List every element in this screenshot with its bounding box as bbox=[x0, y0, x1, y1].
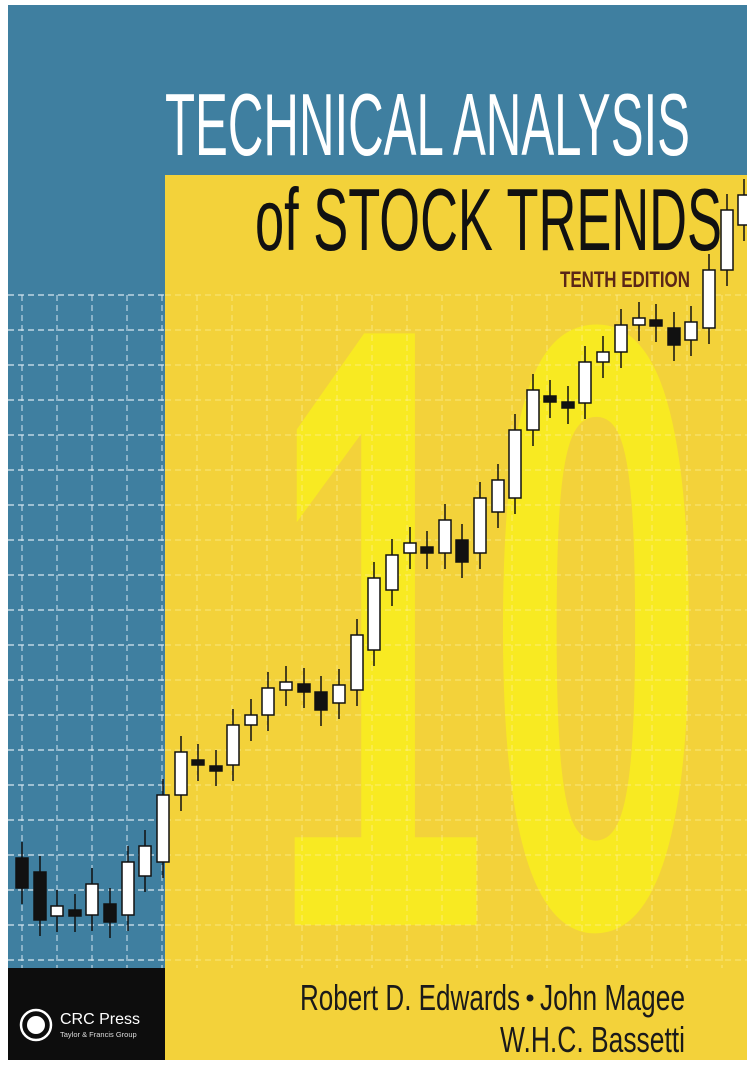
candle-body bbox=[16, 858, 28, 888]
candle-body bbox=[650, 320, 662, 326]
title-line-1: TECHNICAL ANALYSIS bbox=[165, 75, 690, 174]
candle-body bbox=[386, 555, 398, 590]
candle-body bbox=[104, 904, 116, 922]
candle-body bbox=[210, 766, 222, 771]
candle-body bbox=[157, 795, 169, 862]
candle-body bbox=[139, 846, 151, 876]
separator-dot bbox=[527, 995, 534, 1002]
candle-body bbox=[86, 884, 98, 915]
title-line-2: of STOCK TRENDS bbox=[255, 170, 722, 269]
candle-body bbox=[69, 910, 81, 916]
candle-body bbox=[315, 692, 327, 710]
candle-body bbox=[421, 547, 433, 553]
candle-body bbox=[368, 578, 380, 650]
candle-body bbox=[262, 688, 274, 715]
page: 10 TECHNICAL ANALYSIS of STOCK TRENDS TE… bbox=[0, 0, 747, 1068]
candle-body bbox=[527, 390, 539, 430]
candle-body bbox=[562, 402, 574, 408]
candle-body bbox=[615, 325, 627, 352]
candle-body bbox=[474, 498, 486, 553]
edition: TENTH EDITION bbox=[560, 267, 690, 292]
candle-body bbox=[439, 520, 451, 553]
candle-body bbox=[633, 318, 645, 325]
candle-body bbox=[597, 352, 609, 362]
candle-body bbox=[122, 862, 134, 915]
candle-body bbox=[703, 270, 715, 328]
candle-body bbox=[192, 760, 204, 765]
candle-body bbox=[245, 715, 257, 725]
candle-body bbox=[34, 872, 46, 920]
author: Robert D. Edwards bbox=[300, 977, 520, 1018]
author: W.H.C. Bassetti bbox=[500, 1019, 685, 1060]
candle-body bbox=[280, 682, 292, 690]
candle-body bbox=[227, 725, 239, 765]
candle-body bbox=[404, 543, 416, 553]
candle-body bbox=[509, 430, 521, 498]
candle-body bbox=[721, 210, 733, 270]
candle-body bbox=[175, 752, 187, 795]
book-cover: 10 TECHNICAL ANALYSIS of STOCK TRENDS TE… bbox=[0, 0, 747, 1068]
candle-body bbox=[333, 685, 345, 703]
candle-body bbox=[544, 396, 556, 402]
publisher-name: CRC Press bbox=[60, 1011, 140, 1028]
publisher-group: Taylor & Francis Group bbox=[60, 1030, 137, 1039]
candle-body bbox=[51, 906, 63, 916]
candle-body bbox=[685, 322, 697, 340]
candle-body bbox=[738, 195, 747, 225]
candle-body bbox=[668, 328, 680, 345]
candle-body bbox=[351, 635, 363, 690]
candle-body bbox=[298, 684, 310, 692]
candle-body bbox=[492, 480, 504, 512]
logo-core bbox=[27, 1016, 45, 1034]
author: John Magee bbox=[540, 977, 685, 1018]
candle-body bbox=[579, 362, 591, 403]
candle-body bbox=[456, 540, 468, 562]
